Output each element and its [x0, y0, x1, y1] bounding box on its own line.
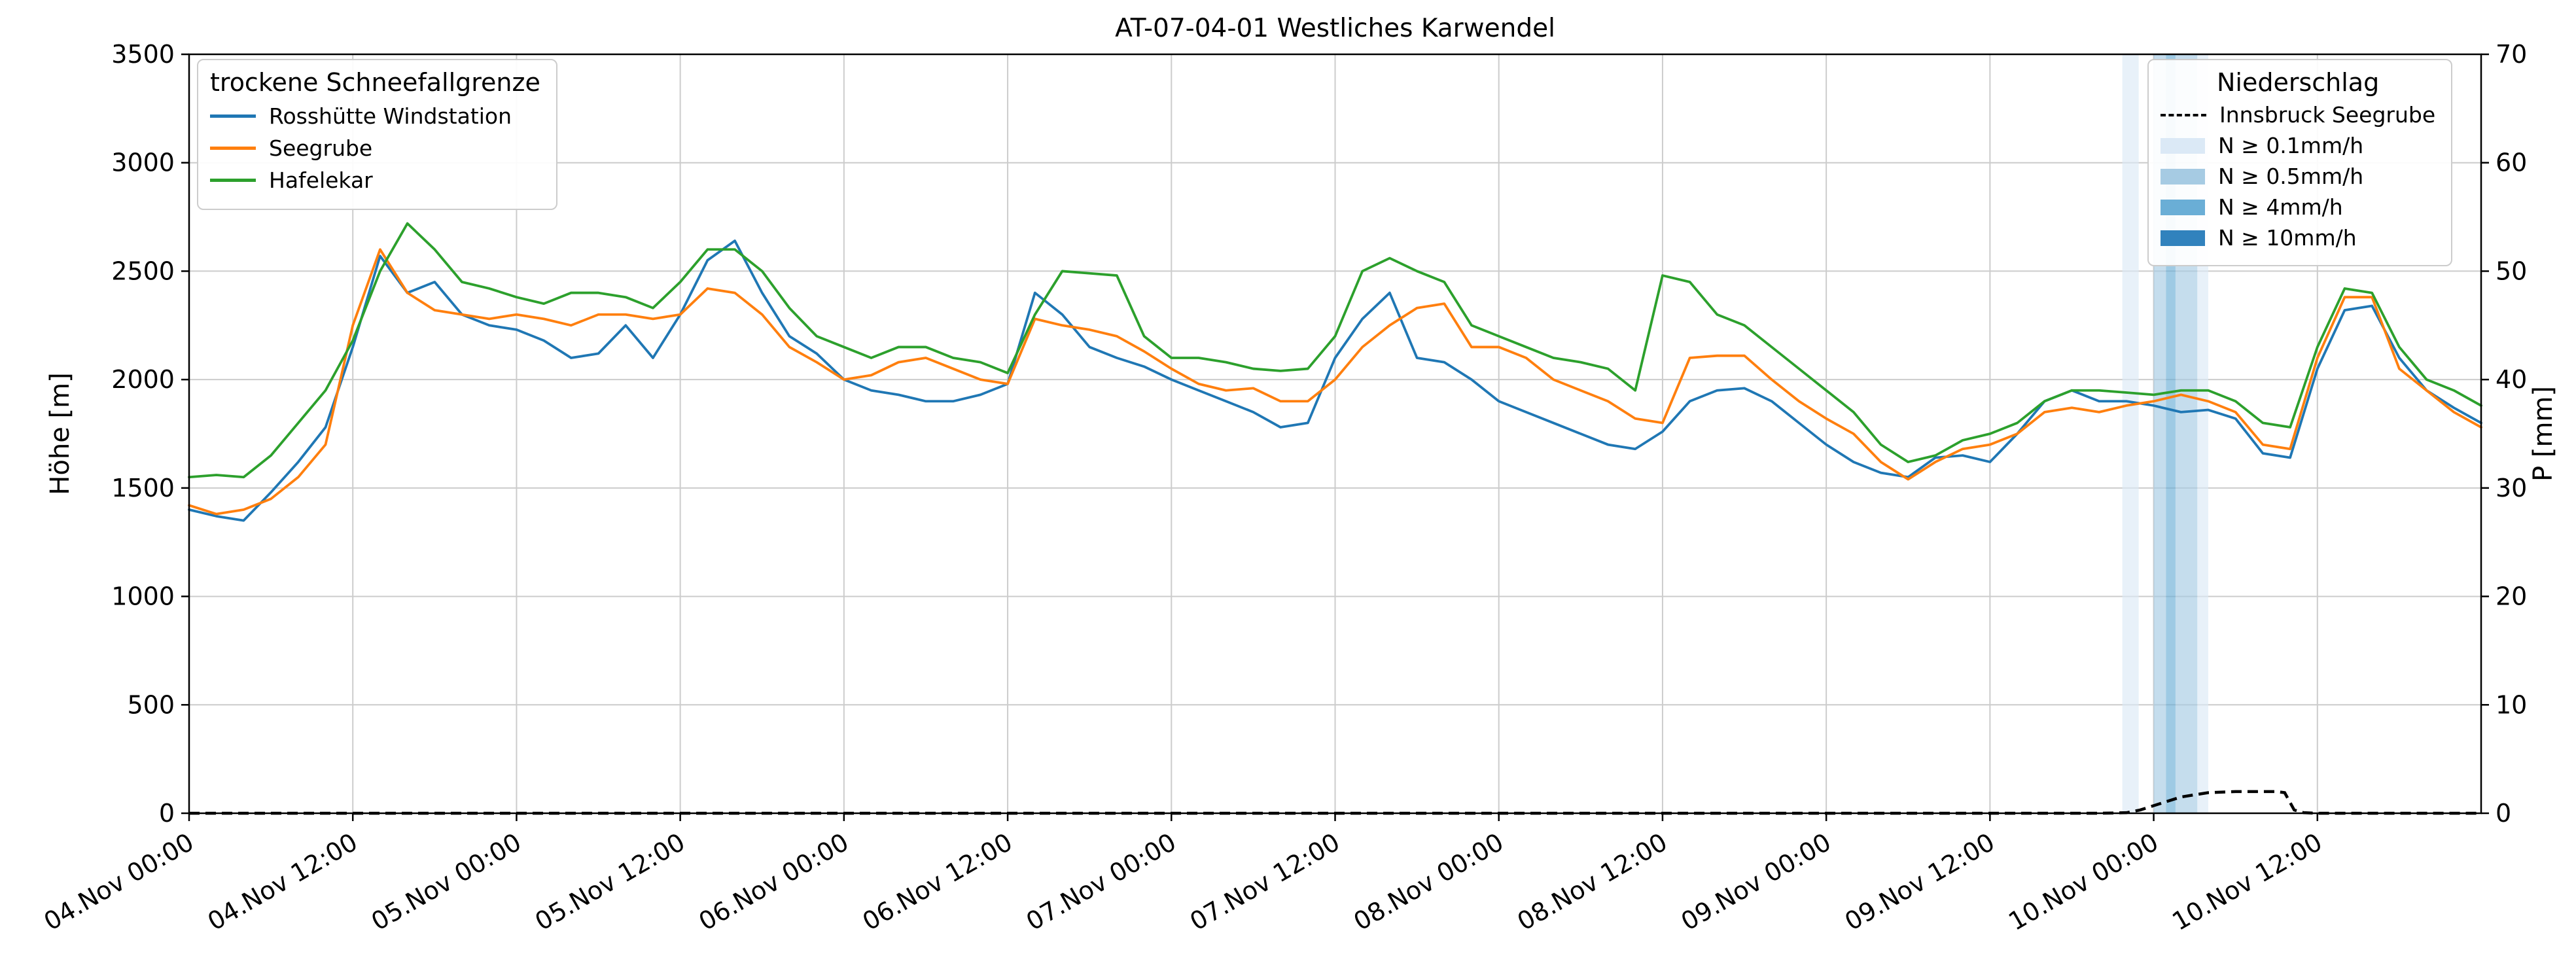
legend-precipitation-title: Niederschlag	[2216, 68, 2380, 97]
y-right-tick-label: 0	[2496, 799, 2511, 828]
y-right-tick-label: 40	[2496, 365, 2527, 394]
x-tick-label: 10.Nov 00:00	[2003, 828, 2163, 936]
legend-item-seegrube: Seegrube	[210, 135, 540, 161]
series-line-rosshuette-windstation	[188, 239, 2482, 522]
seegrube-line-swatch	[210, 147, 256, 150]
y-left-tick-label: 2000	[111, 365, 175, 394]
precip-level-4-swatch	[2161, 230, 2205, 246]
y-right-tick-label: 70	[2496, 40, 2527, 69]
rosshuette-line-swatch	[210, 114, 256, 118]
precip-level-3-label: N ≥ 4mm/h	[2218, 194, 2343, 220]
x-tick-label: 07.Nov 00:00	[1021, 828, 1181, 936]
precip-level-2-swatch	[2161, 168, 2205, 185]
innsbruck-seegrube-line	[189, 790, 2481, 815]
y-right-tick-label: 60	[2496, 149, 2527, 177]
snowfall-series	[188, 222, 2482, 522]
x-tick-label: 05.Nov 12:00	[530, 828, 690, 936]
legend-item-n-10: N ≥ 10mm/h	[2161, 225, 2435, 251]
x-tick-label: 04.Nov 12:00	[203, 828, 362, 936]
y-left-tick-label: 3000	[111, 149, 175, 177]
y-axis-label-left: Höhe [m]	[45, 372, 75, 495]
precip-level-1-label: N ≥ 0.1mm/h	[2218, 133, 2364, 158]
x-tick-label: 05.Nov 00:00	[366, 828, 526, 936]
legend-precipitation: Niederschlag Innsbruck Seegrube N ≥ 0.1m…	[2147, 59, 2453, 266]
innsbruck-dashed-line-swatch	[2161, 113, 2206, 116]
legend-item-n-0-5: N ≥ 0.5mm/h	[2161, 164, 2435, 189]
x-tick-label: 07.Nov 12:00	[1185, 828, 1345, 936]
y-right-tick-label: 50	[2496, 256, 2527, 285]
y-left-tick-label: 3500	[111, 40, 175, 69]
y-right-tick-label: 10	[2496, 690, 2527, 719]
legend-snowfall-line: trockene Schneefallgrenze Rosshütte Wind…	[197, 59, 557, 210]
y-left-tick-label: 1000	[111, 582, 175, 611]
precip-level-3-swatch	[2161, 199, 2205, 215]
hafelekar-label: Hafelekar	[269, 167, 373, 193]
x-tick-label: 10.Nov 12:00	[2167, 828, 2327, 936]
legend-item-hafelekar: Hafelekar	[210, 167, 540, 193]
x-tick-label: 09.Nov 00:00	[1676, 828, 1836, 936]
chart-title: AT-07-04-01 Westliches Karwendel	[1115, 14, 1555, 43]
legend-item-rosshuette: Rosshütte Windstation	[210, 103, 540, 129]
y-right-tick-label: 20	[2496, 582, 2527, 611]
legend-item-innsbruck-seegrube: Innsbruck Seegrube	[2161, 102, 2435, 128]
y-axis-label-right: P [mm]	[2528, 386, 2558, 482]
y-left-tick-label: 500	[127, 690, 175, 719]
legend-item-n-0-1: N ≥ 0.1mm/h	[2161, 133, 2435, 158]
series-line-seegrube	[188, 248, 2482, 516]
y-right-tick-label: 30	[2496, 474, 2527, 502]
x-tick-label: 09.Nov 12:00	[1840, 828, 2000, 936]
legend-snowfall-title: trockene Schneefallgrenze	[210, 68, 540, 97]
y-left-tick-label: 0	[159, 799, 175, 828]
series-line-hafelekar	[188, 222, 2482, 479]
innsbruck-label: Innsbruck Seegrube	[2219, 102, 2436, 128]
precip-level-1-swatch	[2161, 137, 2205, 154]
hafelekar-line-swatch	[210, 179, 256, 182]
y-left-tick-label: 1500	[111, 474, 175, 502]
x-tick-label: 08.Nov 00:00	[1349, 828, 1508, 936]
x-tick-label: 08.Nov 12:00	[1513, 828, 1672, 936]
precip-level-2-label: N ≥ 0.5mm/h	[2218, 164, 2364, 189]
legend-item-n-4: N ≥ 4mm/h	[2161, 194, 2435, 220]
y-left-tick-label: 2500	[111, 256, 175, 285]
x-tick-label: 04.Nov 00:00	[39, 828, 199, 936]
precipitation-line	[189, 790, 2481, 815]
x-tick-label: 06.Nov 12:00	[858, 828, 1017, 936]
precip-level-4-label: N ≥ 10mm/h	[2218, 225, 2357, 251]
x-tick-label: 06.Nov 00:00	[694, 828, 853, 936]
seegrube-label: Seegrube	[269, 135, 373, 161]
rosshuette-label: Rosshütte Windstation	[269, 103, 512, 129]
